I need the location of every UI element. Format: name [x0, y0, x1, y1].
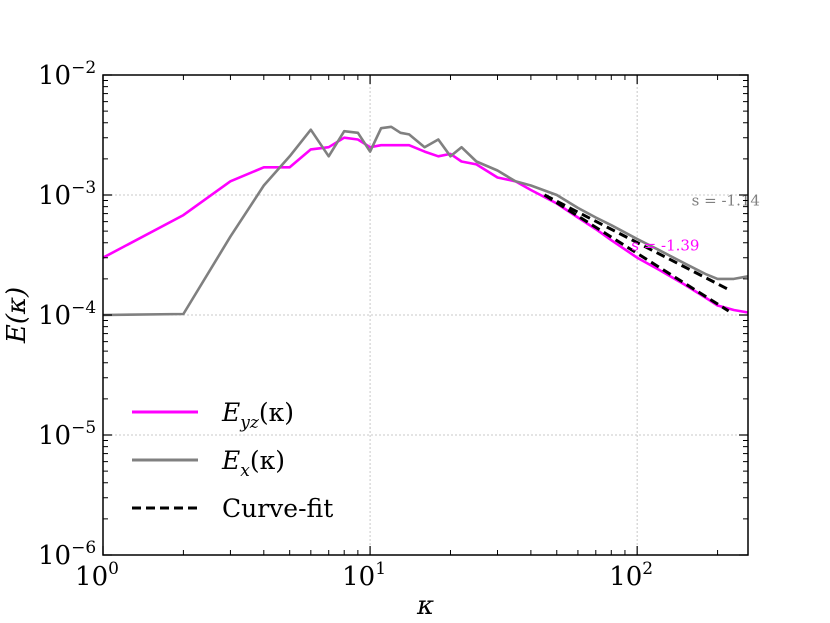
legend: Eyz(κ)Ex(κ)Curve-fit: [132, 398, 333, 523]
y-tick-label: 10−5: [38, 418, 96, 451]
axis-ticks: [102, 74, 748, 556]
grid-lines: [103, 75, 748, 555]
y-tick-base: 10: [38, 61, 71, 91]
y-tick-exponent: −2: [71, 58, 96, 78]
y-tick-base: 10: [38, 181, 71, 211]
legend-subscript: yz: [239, 413, 260, 433]
y-tick-exponent: −4: [71, 298, 96, 318]
x-tick-base: 10: [75, 562, 108, 592]
legend-argument: (κ): [250, 446, 285, 475]
y-tick-label: 10−4: [38, 298, 96, 331]
legend-subscript: x: [240, 461, 250, 481]
y-tick-base: 10: [38, 301, 71, 331]
legend-label-2: Ex(κ): [221, 446, 285, 481]
x-tick-label: 102: [609, 559, 653, 592]
y-tick-exponent: −3: [71, 178, 96, 198]
x-tick-base: 10: [609, 562, 642, 592]
legend-main: E: [221, 446, 240, 475]
curve-fit-line-2: [543, 193, 730, 291]
x-tick-label: 100: [75, 559, 119, 592]
series-layer: [102, 125, 749, 317]
y-tick-label: 10−2: [38, 58, 96, 91]
x-tick-label: 101: [342, 559, 386, 592]
legend-label-1: Eyz(κ): [221, 398, 294, 433]
legend-main: E: [221, 398, 240, 427]
x-tick-exponent: 1: [375, 559, 386, 579]
legend-argument: (κ): [259, 398, 294, 427]
y-tick-base: 10: [38, 541, 71, 571]
x-tick-base: 10: [342, 562, 375, 592]
x-tick-exponent: 0: [108, 559, 119, 579]
y-tick-exponent: −5: [71, 418, 96, 438]
y-tick-base: 10: [38, 421, 71, 451]
series-line-ex: [102, 125, 749, 317]
legend-label-3: Curve-fit: [222, 494, 333, 523]
y-tick-label: 10−3: [38, 178, 96, 211]
y-tick-label: 10−6: [38, 538, 96, 571]
y-tick-exponent: −6: [71, 538, 96, 558]
curve-fit-line-1: [543, 193, 730, 313]
slope-annotation-2: s = -1.39: [631, 236, 699, 254]
slope-annotation-1: s = -1.14: [692, 191, 760, 209]
series-line-eyz: [102, 136, 749, 314]
x-axis-label: κ: [416, 591, 434, 621]
y-axis-label: E(κ): [2, 287, 32, 344]
x-tick-exponent: 2: [642, 559, 653, 579]
annotations: s = -1.14 s = -1.39: [631, 191, 760, 254]
